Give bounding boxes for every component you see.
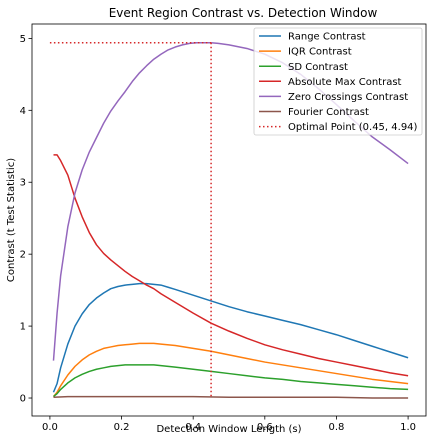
optimal-point-layer bbox=[49, 41, 212, 399]
y-tick-label: 3 bbox=[20, 178, 26, 189]
legend-box bbox=[253, 27, 423, 136]
legend-items: Range Contrast IQR Contrast SD Contrast Abs… bbox=[259, 32, 418, 133]
legend-label: IQR Contrast bbox=[288, 47, 352, 58]
x-tick-label: 0.0 bbox=[42, 422, 58, 433]
series-line-1 bbox=[52, 342, 409, 398]
series-line-2 bbox=[53, 364, 409, 398]
y-tick-label: 1 bbox=[20, 322, 26, 333]
series-line-3 bbox=[53, 154, 409, 377]
plot-frame bbox=[31, 23, 427, 417]
legend-label: Range Contrast bbox=[288, 32, 366, 43]
legend: Range Contrast IQR Contrast SD Contrast Abs… bbox=[253, 27, 423, 136]
y-tick-label: 0 bbox=[20, 394, 26, 405]
series-line-0 bbox=[52, 282, 409, 393]
x-tick-label: 0.2 bbox=[114, 422, 130, 433]
chart-title: Event Region Contrast vs. Detection Wind… bbox=[109, 6, 378, 20]
x-tick-label: 0.8 bbox=[329, 422, 345, 433]
y-tick-label: 4 bbox=[20, 106, 26, 117]
legend-label: Optimal Point (0.45, 4.94) bbox=[288, 122, 418, 133]
legend-label: Zero Crossings Contrast bbox=[288, 92, 408, 103]
legend-label: SD Contrast bbox=[288, 62, 348, 73]
y-tick-label: 2 bbox=[20, 250, 26, 261]
legend-label: Fourier Contrast bbox=[288, 107, 369, 118]
series-line-5 bbox=[53, 395, 409, 399]
x-axis-label: Detection Window Length (s) bbox=[156, 424, 301, 435]
legend-label: Absolute Max Contrast bbox=[288, 77, 402, 88]
x-tick-label: 0.4 bbox=[185, 422, 201, 433]
x-tick-label: 1.0 bbox=[400, 422, 416, 433]
x-axis-ticks: 0.0 0.2 0.4 0.6 0.8 1.0 bbox=[42, 416, 416, 433]
y-axis-label: Contrast (t Test Statistic) bbox=[6, 158, 17, 282]
x-tick-label: 0.6 bbox=[257, 422, 273, 433]
y-axis-ticks: 0 1 2 3 4 5 bbox=[20, 34, 32, 405]
y-tick-label: 5 bbox=[20, 34, 26, 45]
